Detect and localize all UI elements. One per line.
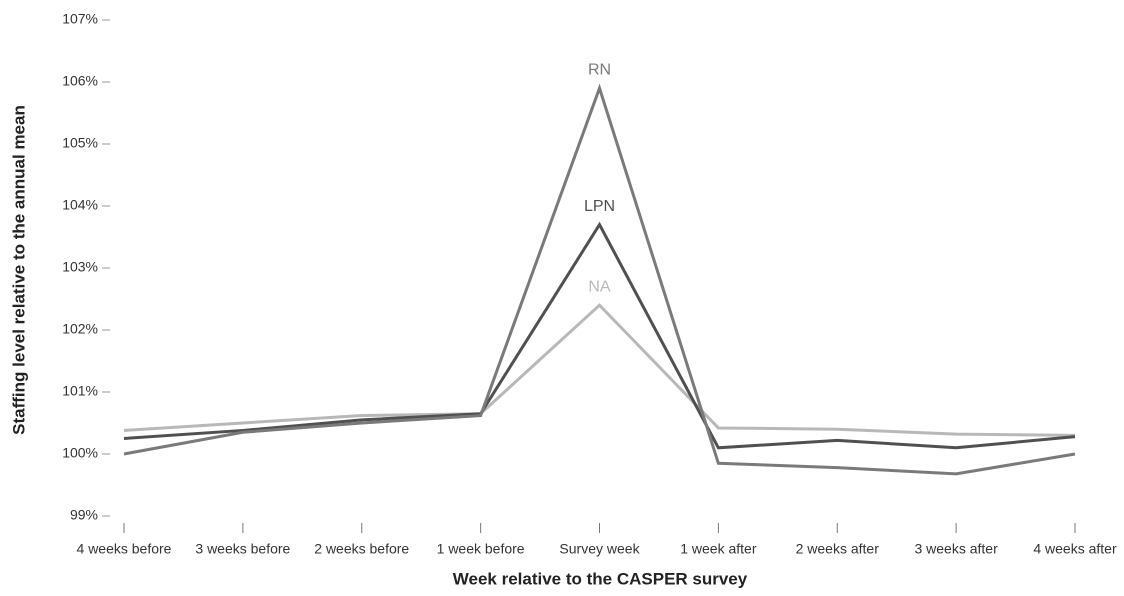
x-tick-label: Survey week — [559, 541, 640, 557]
x-tick-label: 2 weeks before — [314, 541, 409, 557]
y-tick-label: 104% — [62, 197, 98, 213]
series-label: LPN — [584, 198, 615, 215]
series-label: RN — [588, 61, 611, 78]
x-tick-label: 2 weeks after — [796, 541, 880, 557]
y-tick-label: 100% — [62, 445, 98, 461]
series-line — [123, 83, 1076, 476]
series-line — [123, 221, 1076, 450]
y-tick-label: 105% — [62, 135, 98, 151]
y-tick-label: 99% — [70, 507, 98, 523]
x-tick-label: 1 week before — [437, 541, 525, 557]
x-axis-title: Week relative to the CASPER survey — [453, 569, 748, 588]
x-tick-label: 4 weeks after — [1033, 541, 1117, 557]
x-tick-label: 4 weeks before — [77, 541, 172, 557]
x-tick-label: 1 week after — [680, 541, 757, 557]
y-tick-label: 101% — [62, 383, 98, 399]
series-label: NA — [588, 278, 611, 295]
y-tick-label: 102% — [62, 321, 98, 337]
series-line — [123, 303, 1076, 437]
y-tick-label: 103% — [62, 259, 98, 275]
x-tick-label: 3 weeks before — [195, 541, 290, 557]
y-axis-title: Staffing level relative to the annual me… — [9, 105, 28, 435]
y-tick-label: 106% — [62, 73, 98, 89]
y-tick-label: 107% — [62, 11, 98, 27]
x-tick-label: 3 weeks after — [914, 541, 998, 557]
